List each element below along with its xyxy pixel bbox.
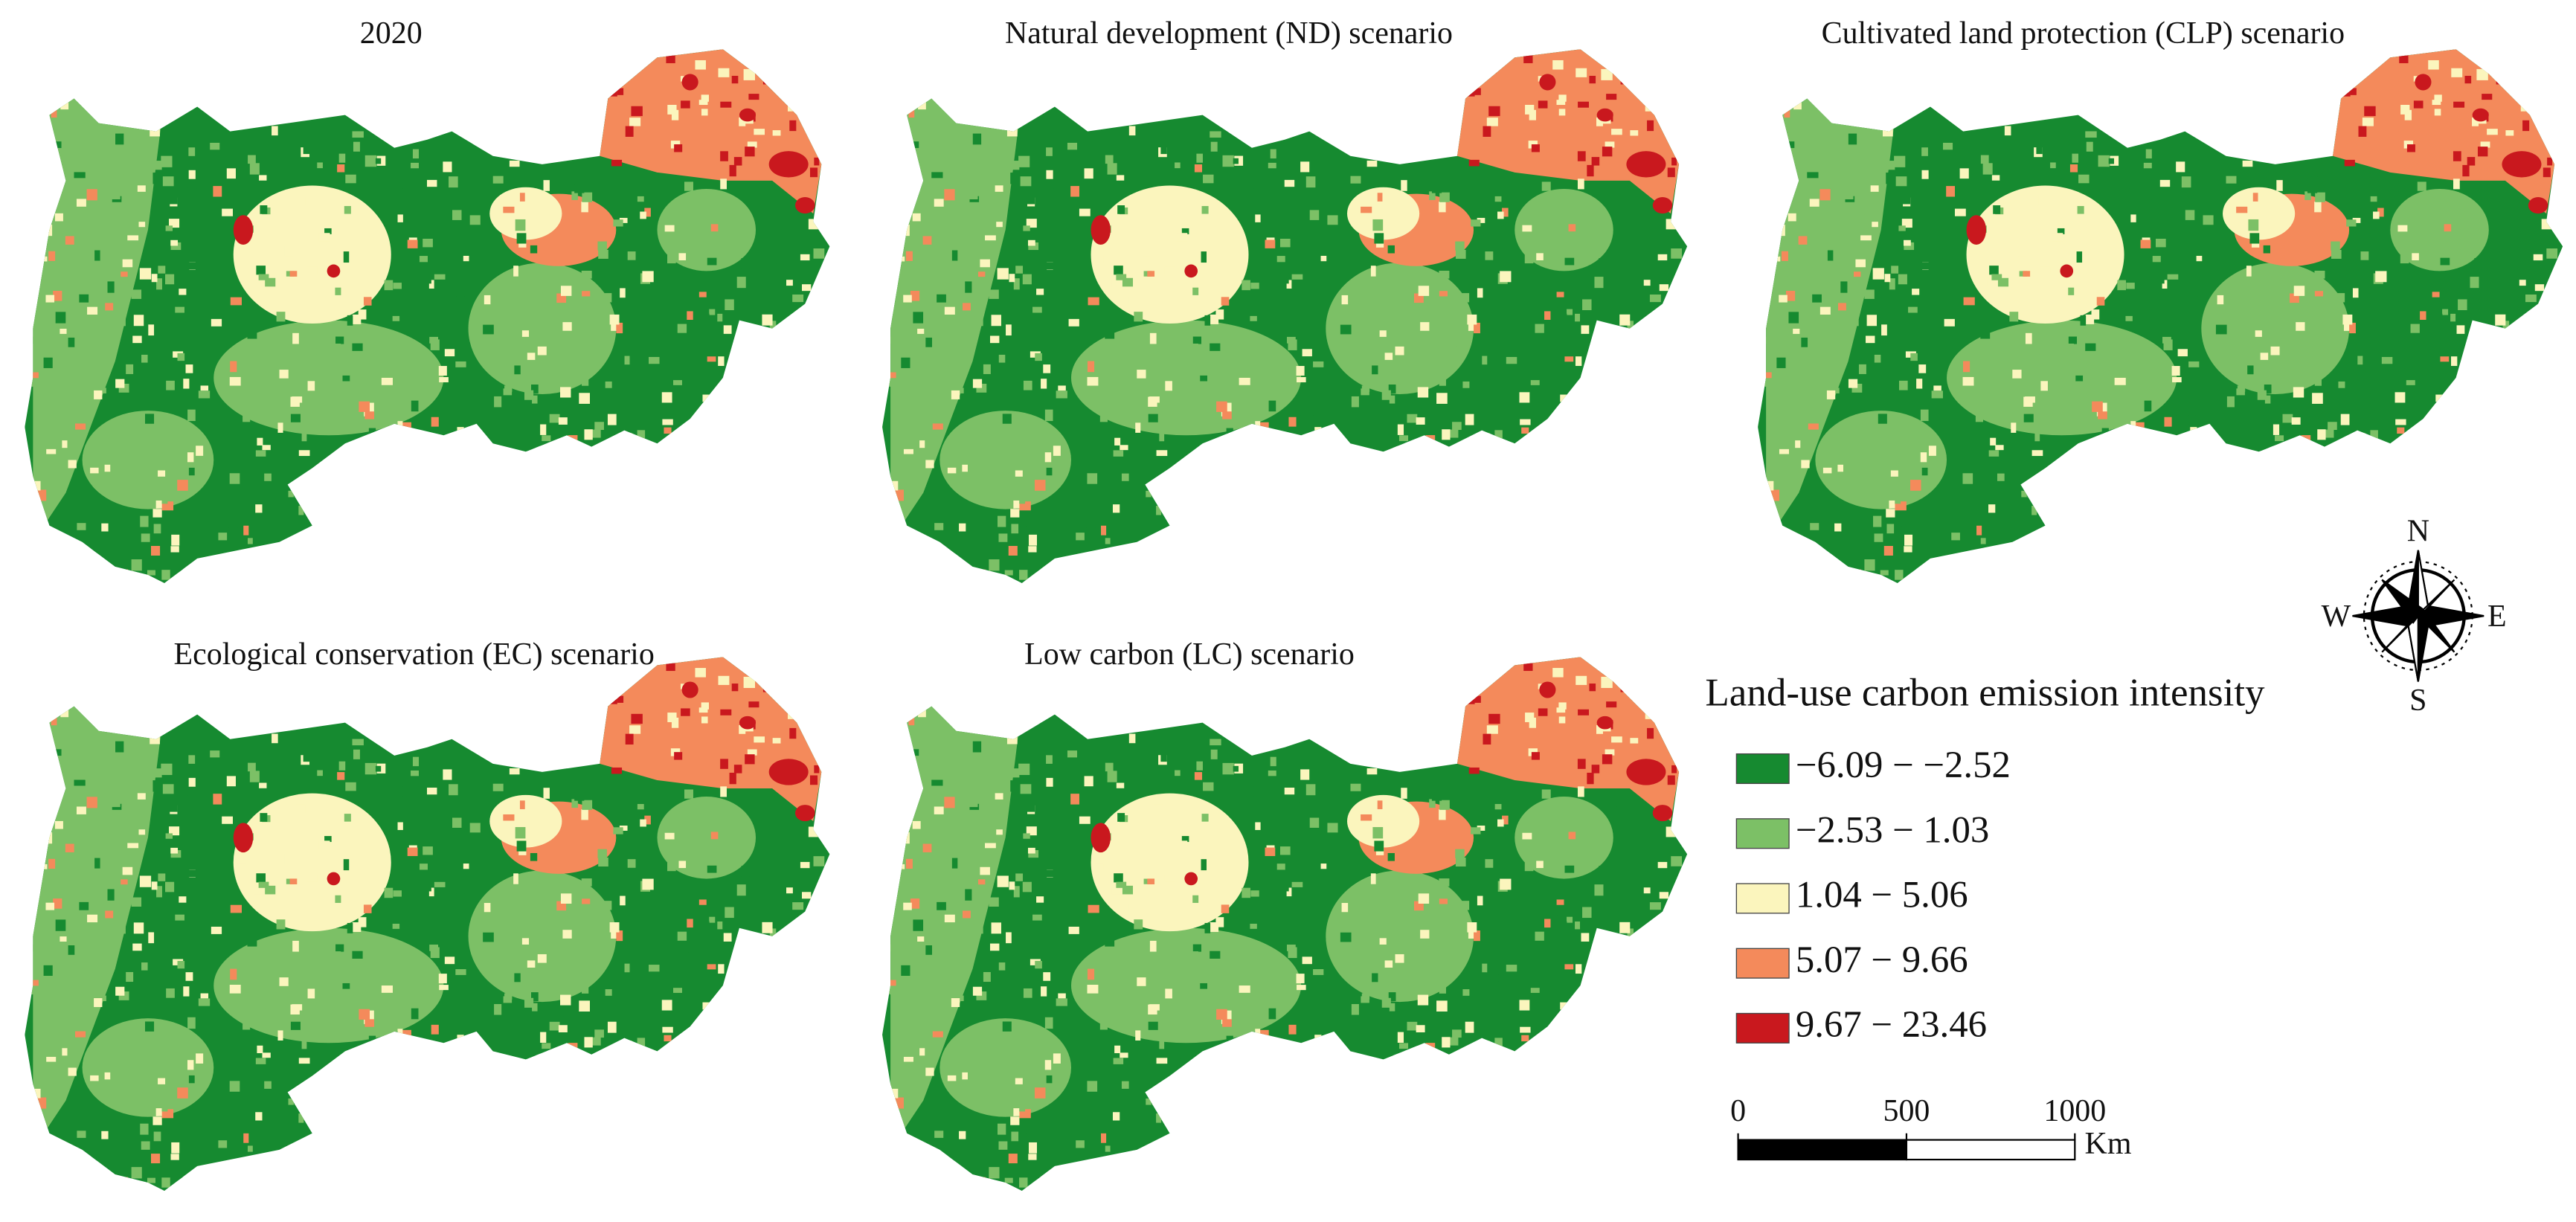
scale-segment: [1905, 1139, 2076, 1161]
legend-swatch: [1735, 1012, 1790, 1043]
compass-diagonal: [2381, 579, 2455, 653]
scale-label: 500: [1883, 1094, 1930, 1128]
compass-s: S: [2409, 684, 2426, 718]
legend-label: 1.04 − 5.06: [1796, 874, 1968, 916]
panel-title: Natural development (ND) scenario: [1005, 16, 1453, 51]
map: [858, 608, 1712, 1215]
map: [858, 0, 1712, 608]
legend-title: Land-use carbon emission intensity: [1705, 671, 2265, 714]
panel-title: Low carbon (LC) scenario: [1024, 637, 1355, 672]
compass-n: N: [2407, 514, 2429, 548]
legend-label: −2.53 − 1.03: [1796, 808, 1989, 850]
compass-e: E: [2487, 599, 2507, 634]
panel-title: Cultivated land protection (CLP) scenari…: [1822, 16, 2345, 51]
map: [0, 608, 854, 1215]
scale-label: 1000: [2043, 1094, 2106, 1128]
panel-title: Ecological conservation (EC) scenario: [174, 637, 655, 672]
legend-label: 9.67 − 23.46: [1796, 1003, 1987, 1045]
scale-label: 0: [1730, 1094, 1746, 1128]
legend-label: 5.07 − 9.66: [1796, 939, 1968, 980]
map: [0, 0, 854, 608]
legend-label: −6.09 − −2.52: [1796, 744, 2011, 785]
legend: −6.09 − −2.52 −2.53 − 1.03 1.04 − 5.06 5.07…: [1735, 744, 2011, 1045]
map: [1733, 0, 2576, 608]
legend-swatch: [1735, 818, 1790, 849]
scale-unit: Km: [2085, 1127, 2132, 1161]
compass: N E S W: [2322, 514, 2507, 717]
compass-w: W: [2322, 599, 2351, 634]
panel-title: 2020: [360, 16, 423, 51]
legend-swatch: [1735, 883, 1790, 914]
scale-segment: [1737, 1139, 1908, 1161]
legend-swatch: [1735, 948, 1790, 979]
legend-swatch: [1735, 753, 1790, 785]
